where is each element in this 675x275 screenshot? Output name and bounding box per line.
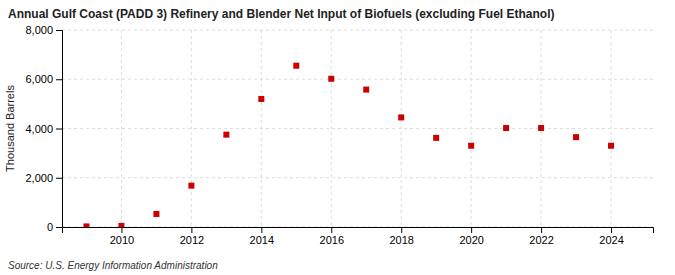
- point: [363, 87, 369, 93]
- x-axis-tick: 2022: [529, 227, 553, 246]
- chart-svg: 2010 2012 2014 2016 2018 2020 2022 2024 0 2,000 4,…: [0, 0, 675, 275]
- grid-line-x: [261, 30, 262, 227]
- x-axis-tick-label: 2014: [250, 234, 274, 246]
- grid-line-y: [62, 177, 653, 178]
- x-axis-tick-label: 2018: [389, 234, 413, 246]
- y-axis-tick: 2,000: [25, 172, 62, 184]
- x-axis-tick: 2024: [599, 227, 623, 246]
- point: [83, 223, 89, 227]
- x-axis-tick-mark: [331, 227, 332, 233]
- point: [328, 76, 334, 82]
- x-axis-tick-mark: [401, 227, 402, 233]
- y-axis-tick-mark: [56, 30, 62, 31]
- y-axis-tick-mark: [56, 178, 62, 179]
- grid-line-x: [611, 30, 612, 227]
- title: Annual Gulf Coast (PADD 3) Refinery and …: [8, 7, 554, 21]
- y-axis-tick-label: 6,000: [25, 73, 53, 85]
- point: [188, 183, 194, 189]
- y-axis-line: [56, 31, 63, 228]
- plot-area: 2010 2012 2014 2016 2018 2020 2022 2024 0 2,000 4,…: [25, 24, 653, 246]
- source: Source: U.S. Energy Information Administ…: [8, 260, 218, 271]
- point: [503, 125, 509, 131]
- y-axis-tick-mark: [56, 79, 62, 80]
- x-axis-tick-mark: [121, 227, 122, 233]
- y-axis: 0 2,000 4,000 6,000 8,000: [25, 24, 62, 233]
- point: [573, 134, 579, 140]
- point: [293, 63, 299, 69]
- y-axis-tick-mark: [56, 227, 62, 228]
- x-axis-tick-mark: [471, 227, 472, 233]
- grid-line-x: [471, 30, 472, 227]
- grid-line-x: [401, 30, 402, 227]
- x-axis-tick-label: 2010: [110, 234, 134, 246]
- points: [83, 63, 614, 227]
- grid-line-x: [121, 30, 122, 227]
- grid: [62, 30, 653, 227]
- x-axis-tick: 2012: [180, 227, 204, 246]
- y-axis-tick-mark: [56, 129, 62, 130]
- grid-line-x: [191, 30, 192, 227]
- x-axis-tick-label: 2022: [529, 234, 553, 246]
- x-axis-line: [63, 228, 654, 234]
- x-axis-tick-mark: [541, 227, 542, 233]
- point: [223, 132, 229, 138]
- y-axis-tick: 0: [47, 221, 62, 233]
- x-axis-tick-label: 2016: [320, 234, 344, 246]
- point: [118, 223, 124, 227]
- x-axis: 2010 2012 2014 2016 2018 2020 2022 2024: [63, 227, 654, 246]
- x-axis-tick-label: 2012: [180, 234, 204, 246]
- y-axis-tick-label: 4,000: [25, 123, 53, 135]
- point: [153, 211, 159, 217]
- grid-line-y: [62, 79, 653, 80]
- point: [258, 96, 264, 102]
- grid-line-x: [331, 30, 332, 227]
- x-axis-tick-mark: [611, 227, 612, 233]
- grid-line-y: [62, 128, 653, 129]
- x-axis-tick-label: 2024: [599, 234, 623, 246]
- y-axis-tick-label: 8,000: [25, 24, 53, 36]
- y-axis-tick: 6,000: [25, 73, 62, 85]
- x-axis-tick: 2020: [459, 227, 483, 246]
- y-axis-tick-label: 2,000: [25, 172, 53, 184]
- point: [538, 125, 544, 131]
- x-axis-tick-label: 2020: [459, 234, 483, 246]
- x-axis-tick-mark: [261, 227, 262, 233]
- x-axis-tick: 2014: [250, 227, 274, 246]
- y-axis-tick-label: 0: [47, 221, 53, 233]
- point: [433, 135, 439, 141]
- point: [398, 114, 404, 120]
- y-axis-tick: 8,000: [25, 24, 62, 36]
- chart-container: 2010 2012 2014 2016 2018 2020 2022 2024 0 2,000 4,…: [0, 0, 675, 275]
- x-axis-tick: 2016: [320, 227, 344, 246]
- x-axis-tick-mark: [191, 227, 192, 233]
- x-axis-tick: 2018: [389, 227, 413, 246]
- point: [468, 143, 474, 149]
- y-axis-label: Thousand Barrels: [4, 85, 16, 172]
- point: [608, 143, 614, 149]
- x-axis-tick: 2010: [110, 227, 134, 246]
- grid-line-y: [62, 30, 653, 31]
- y-axis-tick: 4,000: [25, 123, 62, 135]
